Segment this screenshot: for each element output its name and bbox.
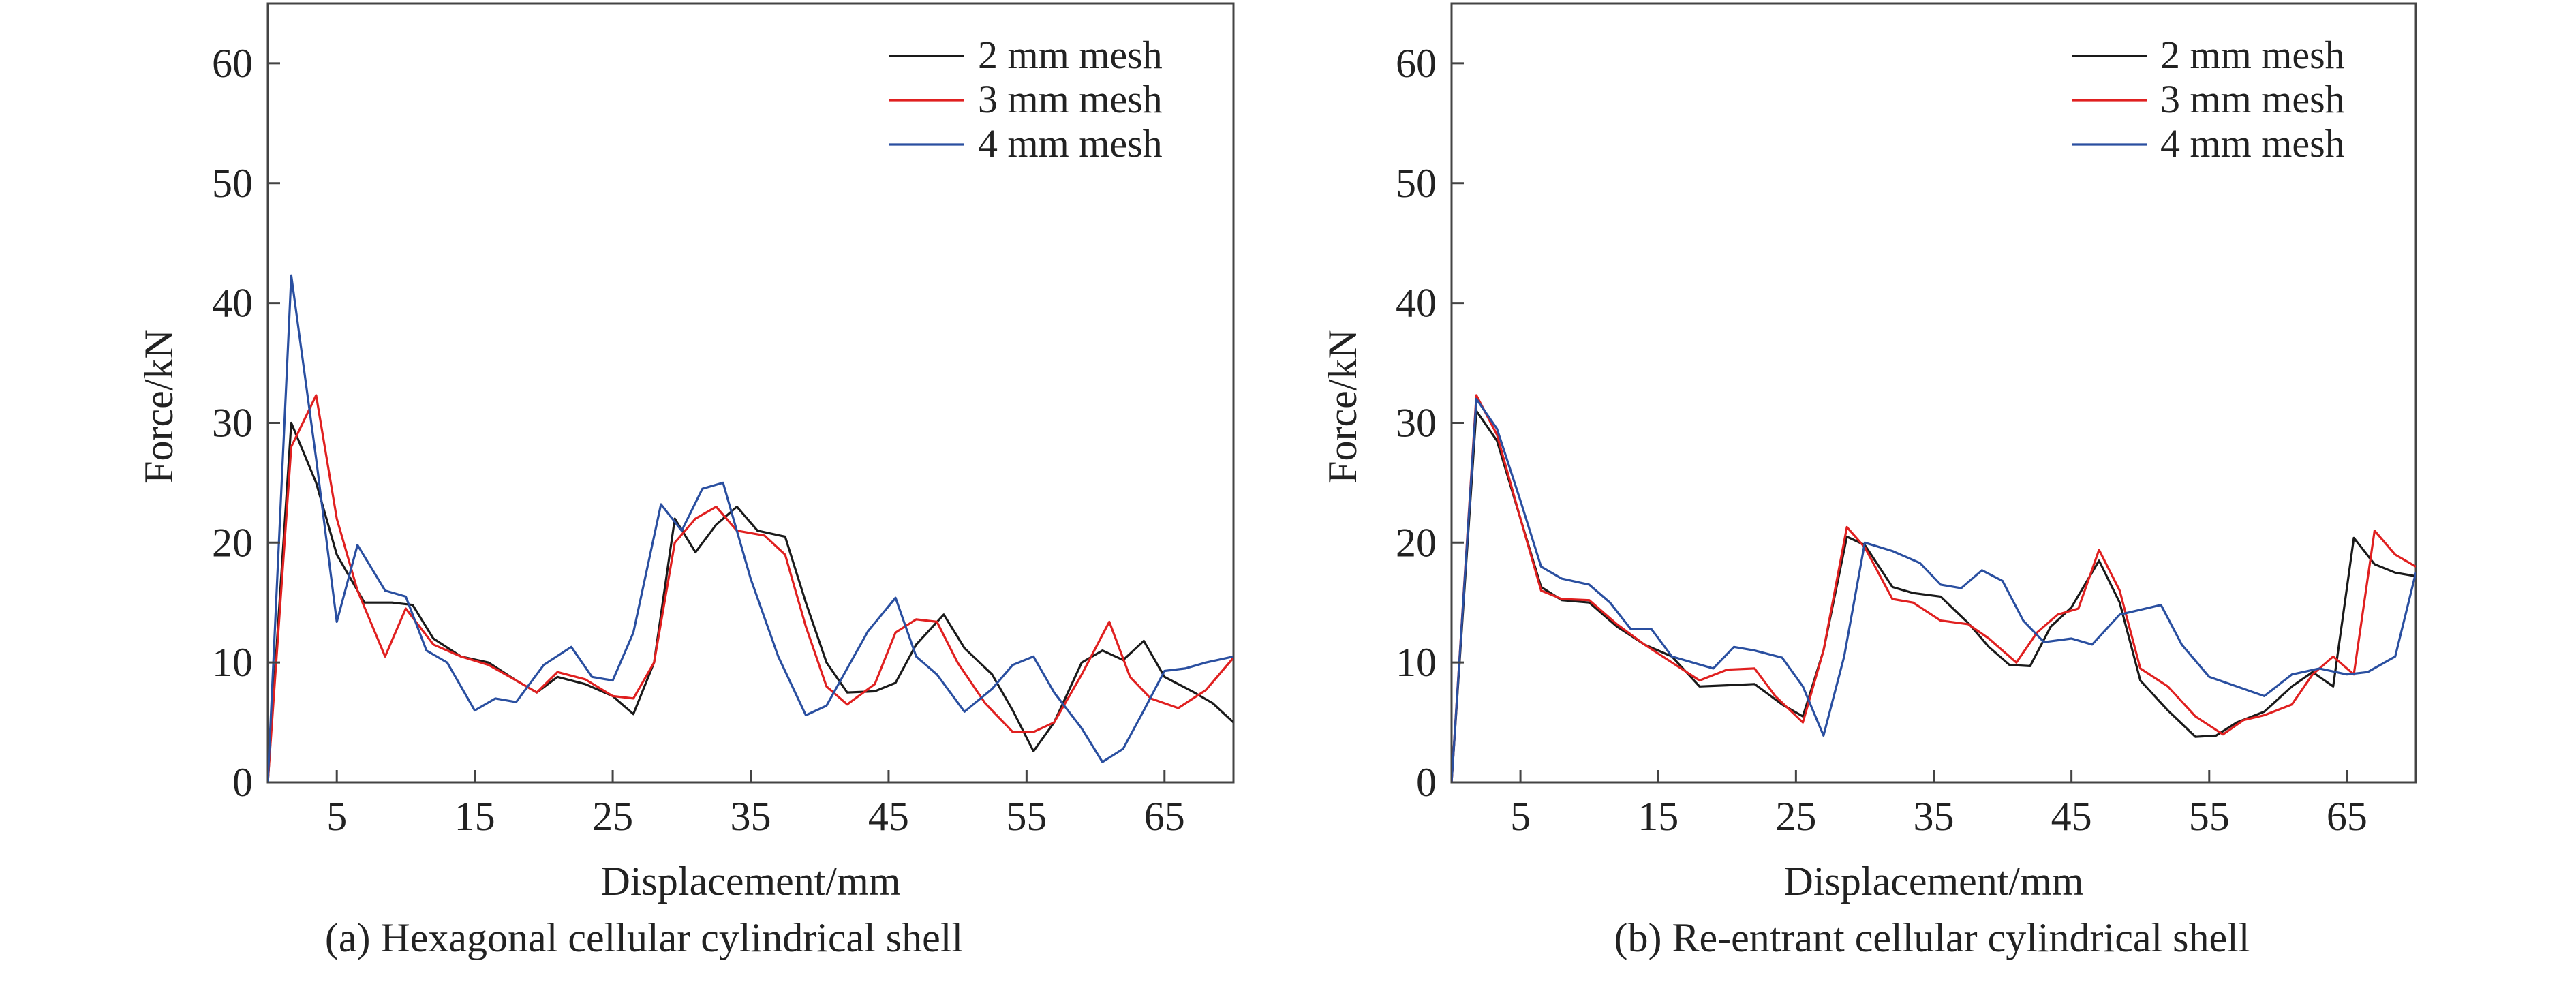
- legend-label: 2 mm mesh: [2160, 33, 2345, 77]
- y-tick-label: 50: [1396, 161, 1437, 206]
- y-tick-label: 30: [1396, 400, 1437, 445]
- x-tick-label: 45: [2051, 794, 2092, 839]
- legend-label: 4 mm mesh: [978, 121, 1163, 166]
- x-tick-label: 25: [592, 794, 633, 839]
- x-axis-label: Displacement/mm: [601, 859, 901, 904]
- line-chart-b: 5 15 25 35 45 55 65 0 10 20 30 40 50 60 Displacement/m…: [1320, 2, 2417, 904]
- y-tick-label: 20: [212, 520, 253, 565]
- series-line-1: [1452, 410, 2416, 782]
- y-tick-label: 10: [212, 640, 253, 685]
- x-tick-label: 45: [868, 794, 909, 839]
- y-tick-label: 30: [212, 400, 253, 445]
- y-tick-label: 50: [212, 161, 253, 206]
- x-tick-label: 15: [455, 794, 495, 839]
- x-tick-label: 35: [1914, 794, 1954, 839]
- legend-label: 4 mm mesh: [2160, 121, 2345, 166]
- series-line-1: [268, 421, 1233, 782]
- x-tick-label: 55: [1006, 794, 1047, 839]
- y-tick-label: 40: [1396, 281, 1437, 326]
- line-chart-a: 5 15 25 35 45 55 65 0 10 20 30 40 50 60 Displacement/m…: [136, 2, 1235, 904]
- x-tick-label: 65: [2327, 794, 2367, 839]
- y-tick-label: 0: [1416, 760, 1437, 805]
- x-tick-label: 55: [2189, 794, 2230, 839]
- y-tick-label: 60: [212, 41, 253, 86]
- series-line-3: [268, 274, 1233, 782]
- chart-panel-b: 5 15 25 35 45 55 65 0 10 20 30 40 50 60 Displacement/m…: [1288, 0, 2576, 982]
- series-group: [268, 274, 1233, 782]
- y-tick-label: 40: [212, 281, 253, 326]
- y-tick-label: 10: [1396, 640, 1437, 685]
- y-tick-label: 0: [232, 760, 253, 805]
- x-tick-label: 5: [326, 794, 347, 839]
- y-axis-label: Force/kN: [1320, 329, 1365, 484]
- x-axis-label: Displacement/mm: [1784, 859, 2084, 904]
- x-tick-label: 65: [1144, 794, 1185, 839]
- y-tick-label: 60: [1396, 41, 1437, 86]
- legend-label: 3 mm mesh: [2160, 77, 2345, 121]
- x-tick-label: 5: [1510, 794, 1531, 839]
- series-line-2: [268, 394, 1233, 782]
- legend-label: 2 mm mesh: [978, 33, 1163, 77]
- series-line-2: [1452, 394, 2416, 782]
- x-tick-label: 25: [1775, 794, 1816, 839]
- x-tick-label: 15: [1638, 794, 1678, 839]
- series-line-3: [1452, 397, 2416, 782]
- y-tick-label: 20: [1396, 520, 1437, 565]
- chart-caption: (b) Re-entrant cellular cylindrical shel…: [1614, 915, 2250, 960]
- chart-panel-a: 5 15 25 35 45 55 65 0 10 20 30 40 50 60 Displacement/m…: [136, 2, 1235, 960]
- chart-caption: (a) Hexagonal cellular cylindrical shell: [324, 915, 964, 960]
- legend-label: 3 mm mesh: [978, 77, 1163, 121]
- y-axis-label: Force/kN: [136, 329, 181, 484]
- x-tick-label: 35: [731, 794, 771, 839]
- series-group: [1452, 394, 2416, 782]
